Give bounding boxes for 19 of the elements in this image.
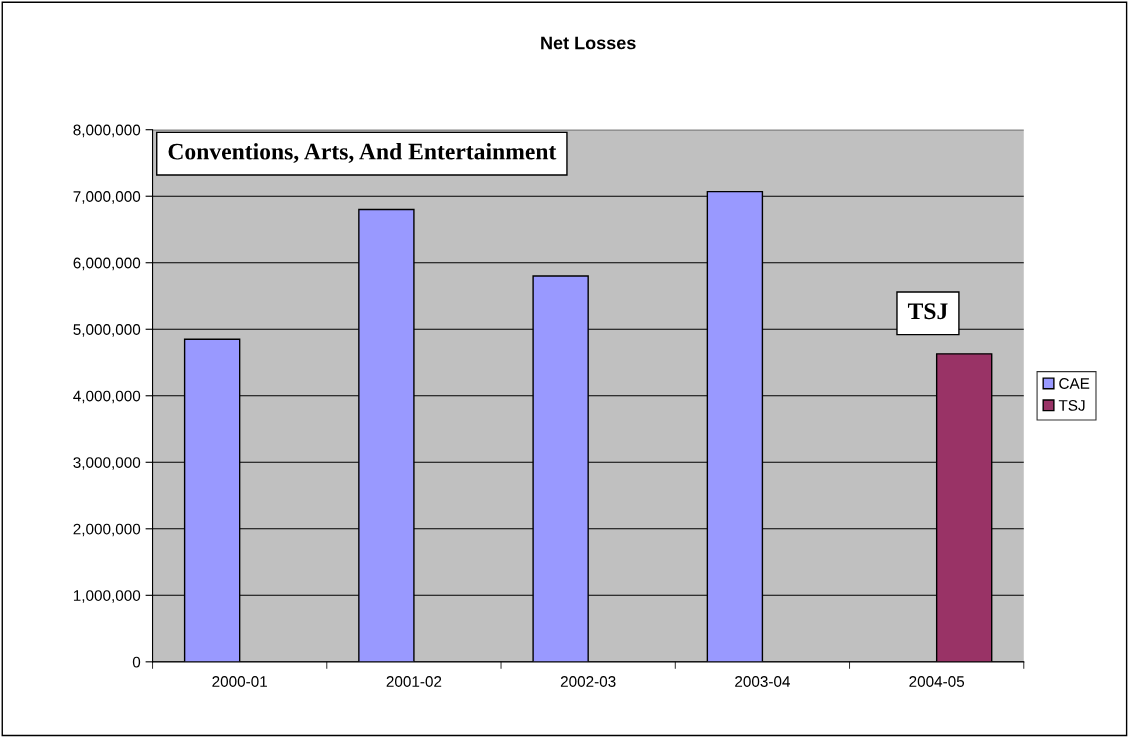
- chart-title: Net Losses: [541, 36, 636, 50]
- legend-label: TSJ: [1058, 399, 1085, 411]
- x-tick-label: 2000-01: [212, 676, 267, 687]
- y-tick-label: 2,000,000: [73, 523, 141, 537]
- y-tick-label: 0: [132, 656, 141, 668]
- x-tick-label: 2002-03: [560, 676, 616, 687]
- x-tick-label: 2001-02: [386, 676, 442, 687]
- y-tick-label: 7,000,000: [73, 191, 141, 204]
- y-tick-label: 3,000,000: [73, 457, 141, 470]
- y-tick-label: 6,000,000: [73, 257, 141, 271]
- legend-label: CAE: [1059, 378, 1090, 389]
- annotation: Conventions, Arts, And Entertainment: [168, 142, 557, 163]
- annotation: TSJ: [907, 303, 948, 320]
- y-tick-label: 5,000,000: [73, 324, 141, 337]
- y-tick-label: 8,000,000: [73, 124, 141, 138]
- x-tick-label: 2004-05: [909, 676, 965, 687]
- y-tick-label: 4,000,000: [73, 390, 141, 404]
- y-tick-label: 1,000,000: [73, 590, 141, 603]
- x-tick-label: 2003-04: [735, 676, 790, 687]
